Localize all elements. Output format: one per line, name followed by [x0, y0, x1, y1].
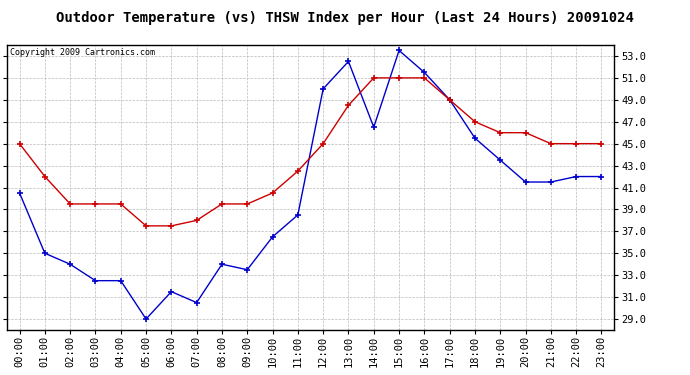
Text: Copyright 2009 Cartronics.com: Copyright 2009 Cartronics.com	[10, 48, 155, 57]
Text: Outdoor Temperature (vs) THSW Index per Hour (Last 24 Hours) 20091024: Outdoor Temperature (vs) THSW Index per …	[56, 11, 634, 25]
